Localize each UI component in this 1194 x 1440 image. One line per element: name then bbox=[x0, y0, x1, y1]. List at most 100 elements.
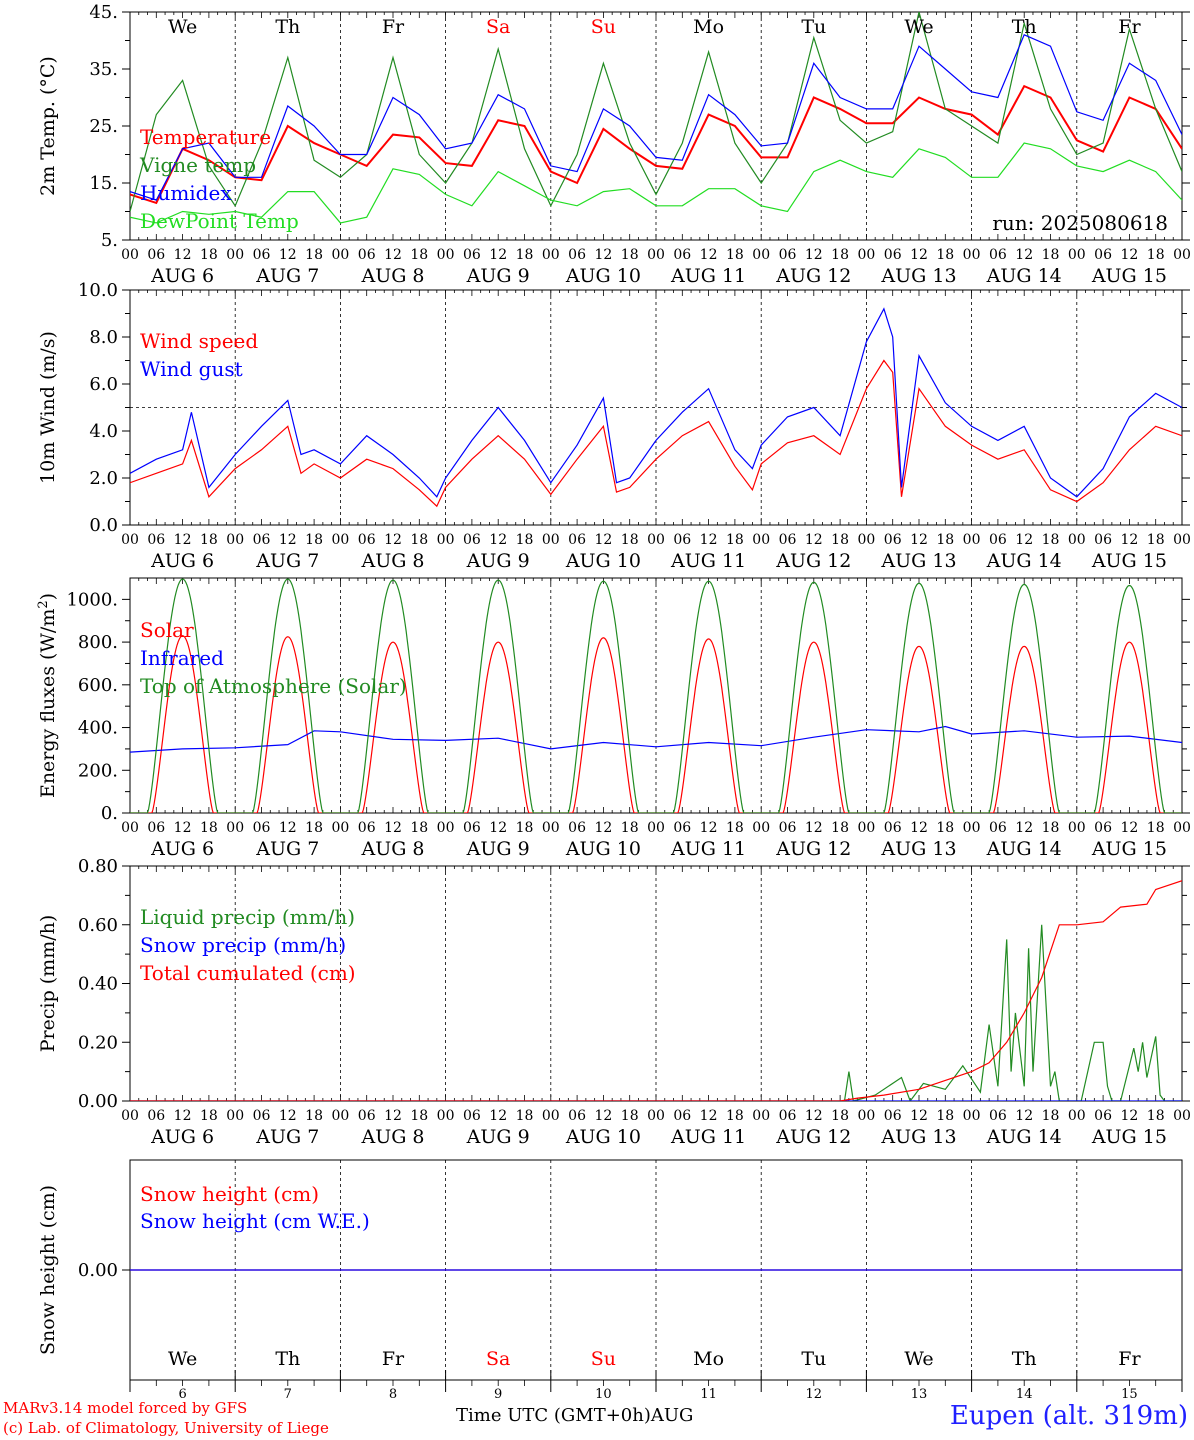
hour-tick-label: 18 bbox=[831, 1108, 849, 1124]
day-name: Fr bbox=[382, 1348, 405, 1370]
y-tick-label: 600. bbox=[78, 675, 118, 696]
y-tick-label: 5. bbox=[101, 230, 118, 251]
bottom-day-number: 6 bbox=[178, 1387, 186, 1402]
y-axis-label: Precip (mm/h) bbox=[37, 915, 59, 1053]
hour-tick-label: 06 bbox=[147, 1108, 165, 1124]
bottom-day-number: 13 bbox=[911, 1387, 928, 1402]
day-name: We bbox=[904, 1348, 933, 1370]
hour-tick-label: 12 bbox=[279, 532, 297, 548]
hour-tick-label: 00 bbox=[1068, 532, 1086, 548]
hour-tick-label: 00 bbox=[963, 820, 981, 836]
day-name: We bbox=[168, 1348, 197, 1370]
hour-tick-label: 18 bbox=[200, 532, 218, 548]
day-name: Fr bbox=[382, 16, 405, 38]
series-line-total-cumulated-cm- bbox=[130, 880, 1182, 1101]
date-label: AUG 11 bbox=[670, 1126, 746, 1148]
hour-tick-label: 06 bbox=[463, 820, 481, 836]
date-label: AUG 9 bbox=[466, 550, 530, 572]
date-label: AUG 10 bbox=[565, 838, 641, 860]
date-label: AUG 12 bbox=[775, 265, 851, 287]
hour-tick-label: 06 bbox=[253, 820, 271, 836]
day-name: Th bbox=[275, 16, 300, 38]
hour-tick-label: 06 bbox=[989, 1108, 1007, 1124]
y-axis-label: Snow height (cm) bbox=[37, 1185, 59, 1355]
y-tick-label: 0.0 bbox=[89, 515, 118, 536]
date-label: AUG 13 bbox=[880, 550, 956, 572]
hour-tick-label: 06 bbox=[147, 820, 165, 836]
date-label: AUG 9 bbox=[466, 838, 530, 860]
panel-5: 0.00 Snow height (cm) Snow height (cm) Snow… bbox=[37, 1159, 1183, 1381]
run-label: run: 2025080618 bbox=[992, 211, 1168, 235]
hour-tick-label: 18 bbox=[1042, 1108, 1060, 1124]
y-tick-label: 0.20 bbox=[78, 1032, 118, 1053]
day-name: Tu bbox=[801, 16, 826, 38]
legend-entry: Vigne temp bbox=[139, 153, 256, 177]
date-label: AUG 9 bbox=[466, 265, 530, 287]
y-tick-label: 4.0 bbox=[89, 421, 118, 442]
hour-tick-label: 06 bbox=[568, 1108, 586, 1124]
hour-tick-label: 18 bbox=[516, 532, 534, 548]
legend-entry: Total cumulated (cm) bbox=[140, 961, 356, 985]
legend-entry: Liquid precip (mm/h) bbox=[140, 905, 355, 929]
y-tick-label: 1000. bbox=[66, 589, 118, 610]
y-tick-label: 400. bbox=[78, 718, 118, 739]
date-label: AUG 11 bbox=[670, 550, 746, 572]
panel-4: 0.00 0.20 0.40 0.60 0.80 Precip (mm/h) Liquid … bbox=[37, 856, 1191, 1148]
series-line-top-of-atmosphere-solar- bbox=[130, 578, 1182, 813]
hour-tick-label: 06 bbox=[779, 247, 797, 263]
legend-entry: Wind gust bbox=[140, 357, 243, 381]
hour-tick-label: 12 bbox=[174, 532, 192, 548]
date-label: AUG 9 bbox=[466, 1126, 530, 1148]
hour-tick-label: 18 bbox=[621, 1108, 639, 1124]
date-label: AUG 10 bbox=[565, 1126, 641, 1148]
hour-tick-label: 00 bbox=[857, 532, 875, 548]
hour-tick-label: 06 bbox=[884, 1108, 902, 1124]
hour-tick-label: 12 bbox=[1120, 532, 1138, 548]
hour-tick-label: 00 bbox=[1173, 247, 1191, 263]
hour-tick-label: 06 bbox=[253, 532, 271, 548]
date-label: AUG 13 bbox=[880, 838, 956, 860]
date-label: AUG 6 bbox=[150, 838, 214, 860]
y-axis-label: 10m Wind (m/s) bbox=[37, 331, 59, 484]
hour-tick-label: 12 bbox=[805, 820, 823, 836]
hour-tick-label: 06 bbox=[147, 247, 165, 263]
hour-tick-label: 18 bbox=[516, 820, 534, 836]
hour-tick-label: 00 bbox=[1173, 1108, 1191, 1124]
day-name: Th bbox=[275, 1348, 300, 1370]
hour-tick-label: 00 bbox=[752, 820, 770, 836]
day-name: Sa bbox=[486, 16, 510, 38]
date-label: AUG 6 bbox=[150, 1126, 214, 1148]
date-label: AUG 7 bbox=[255, 1126, 319, 1148]
hour-tick-label: 06 bbox=[463, 532, 481, 548]
legend-entry: Top of Atmosphere (Solar) bbox=[140, 674, 407, 698]
day-name: Tu bbox=[801, 1348, 826, 1370]
hour-tick-label: 00 bbox=[647, 532, 665, 548]
hour-tick-label: 18 bbox=[305, 820, 323, 836]
hour-tick-label: 12 bbox=[594, 247, 612, 263]
hour-tick-label: 06 bbox=[779, 532, 797, 548]
hour-tick-label: 12 bbox=[910, 1108, 928, 1124]
hour-tick-label: 00 bbox=[121, 820, 139, 836]
day-name: Mo bbox=[693, 16, 724, 38]
hour-tick-label: 12 bbox=[805, 1108, 823, 1124]
hour-tick-label: 12 bbox=[489, 532, 507, 548]
hour-tick-label: 18 bbox=[831, 532, 849, 548]
series-line-wind-speed bbox=[130, 359, 1182, 508]
hour-tick-label: 00 bbox=[331, 532, 349, 548]
time-axis-label: Time UTC (GMT+0h)AUG bbox=[456, 1405, 694, 1426]
series-line-vigne-temp bbox=[130, 12, 1182, 212]
y-tick-label: 0.60 bbox=[78, 915, 118, 936]
hour-tick-label: 18 bbox=[936, 820, 954, 836]
hour-tick-label: 00 bbox=[1068, 247, 1086, 263]
date-label: AUG 15 bbox=[1091, 550, 1167, 572]
date-label: AUG 15 bbox=[1091, 838, 1167, 860]
day-name: Su bbox=[591, 1348, 616, 1370]
hour-tick-label: 00 bbox=[226, 532, 244, 548]
hour-tick-label: 12 bbox=[384, 532, 402, 548]
legend-entry: Humidex bbox=[140, 181, 232, 205]
hour-tick-label: 00 bbox=[1068, 820, 1086, 836]
legend-entry: Infrared bbox=[140, 646, 224, 670]
hour-tick-label: 18 bbox=[726, 247, 744, 263]
date-label: AUG 8 bbox=[360, 550, 424, 572]
hour-tick-label: 06 bbox=[884, 247, 902, 263]
